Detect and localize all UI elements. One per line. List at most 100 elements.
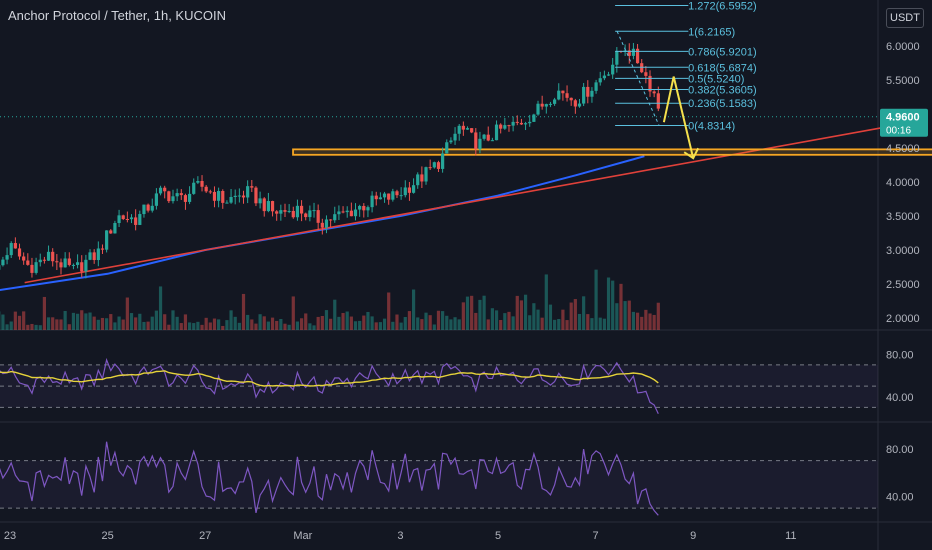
candle-body [635,48,640,64]
time-tick: 11 [785,530,796,542]
volume-bar [105,318,109,330]
time-tick: 5 [495,530,501,542]
chart-title: Anchor Protocol / Tether, 1h, KUCOIN [8,8,226,23]
candle-body [428,167,432,169]
candle-body [424,167,428,182]
candle-body [221,190,225,203]
candle-body [341,211,345,213]
candle-body [158,187,163,194]
fib-trend-line [616,31,660,126]
candle-body [254,187,258,204]
fib-level-label: 1.272(6.5952) [688,1,757,13]
candle-body [590,90,594,97]
volume-bar [266,321,270,330]
volume-bar [615,303,619,330]
price-tick: 3.5000 [886,211,920,223]
volume-bar [387,292,391,330]
candle-body [59,262,63,268]
volume-bar [536,309,540,330]
candle-body [80,262,84,272]
volume-bar [420,319,424,330]
candle-body [38,259,42,263]
candle-body [627,50,631,56]
volume-bar [582,296,586,330]
candle-body [167,191,171,202]
volume-bar [217,319,221,330]
rsi-line [0,357,659,415]
candle-body [17,248,22,257]
candle-body [241,195,246,198]
symbol-label: Anchor Protocol / Tether, 1h, KUCOIN [8,8,226,23]
volume-bar [30,323,34,330]
candle-body [399,195,403,197]
volume-bar [399,322,403,330]
candle-body [217,190,221,201]
candle-body [594,82,598,91]
candle-body [121,215,125,219]
candle-body [26,260,30,265]
candle-body [266,201,270,212]
volume-bar [457,319,461,330]
volume-bar [602,318,606,330]
volume-bar [548,304,553,330]
candle-body [283,210,287,212]
candles [0,42,660,279]
price-tick: 5.5000 [886,75,920,87]
volume-bar [34,324,38,330]
fib-level-label: 0.236(5.1583) [688,98,757,110]
volume-bar [561,309,565,330]
volume-bar [200,324,204,330]
currency-badge[interactable]: USDT [886,8,924,28]
volume-bar [179,323,183,330]
volume-bar [84,313,88,330]
volume-bar [88,312,92,330]
candle-body [229,196,233,203]
candle-body [548,103,553,105]
candle-body [569,97,573,101]
candle-body [561,90,565,94]
candle-body [129,217,134,220]
candle-body [536,103,540,115]
current-price-badge [880,108,928,137]
candle-body [382,193,387,198]
time-tick: 3 [397,530,403,542]
candle-body [96,248,100,261]
projection-arrow [662,76,695,159]
time-tick: 7 [593,530,599,542]
candle-body [470,128,474,133]
candle-body [246,186,250,198]
volume-bar [445,315,449,330]
volume-bar [395,314,399,330]
volume-bar [341,312,345,330]
volume-bar [441,311,445,330]
volume-bar [208,322,212,330]
price-tick: 4.5000 [886,143,920,155]
candle-body [503,125,507,129]
candle-body [577,103,582,107]
volume-bar [349,316,353,330]
candle-body [407,187,412,193]
candle-body [117,215,121,224]
candle-body [391,191,395,200]
volume-bar [75,313,80,330]
volume-bar [403,317,407,330]
volume-bar [121,319,125,330]
volume-bar [569,302,573,330]
volume-bar [540,317,544,330]
rsi-tick: 40.00 [886,491,914,503]
candle-body [279,210,283,214]
volume-bar [42,296,47,330]
candle-body [84,259,88,272]
time-tick: 25 [101,530,113,542]
candle-body [465,128,470,130]
candle-body [233,195,237,197]
volume-bar [503,313,507,330]
volume-bar [358,320,362,330]
candle-body [316,210,320,223]
volume-bar [246,314,250,330]
candle-body [499,124,503,129]
candle-body [378,197,382,200]
volume-bar [640,316,644,330]
candle-body [337,211,341,215]
